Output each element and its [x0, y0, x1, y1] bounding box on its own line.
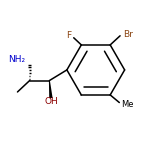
Text: OH: OH [45, 97, 59, 106]
Text: Me: Me [122, 100, 134, 109]
Text: NH₂: NH₂ [8, 55, 25, 64]
Polygon shape [49, 81, 53, 98]
Text: Br: Br [123, 30, 133, 39]
Text: F: F [66, 31, 71, 40]
